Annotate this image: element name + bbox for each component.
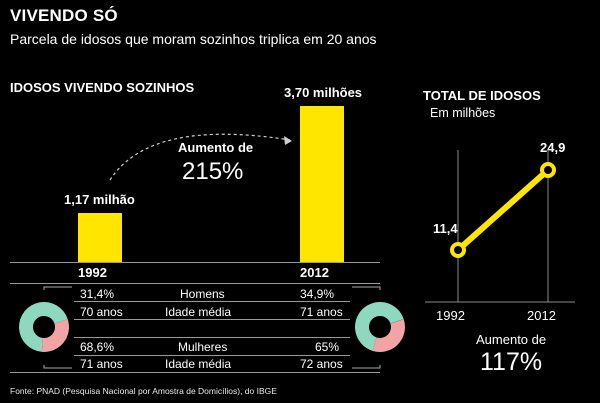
bar-annotation-value: 215% xyxy=(182,158,244,185)
mulheres-1992: 68,6% xyxy=(80,340,115,354)
line-chart-title: TOTAL DE IDOSOS xyxy=(423,88,541,103)
page-title: VIVENDO SÓ xyxy=(10,6,118,25)
donut-1992 xyxy=(19,302,69,353)
mulheres-2012: 65% xyxy=(315,340,340,354)
homens-label: Homens xyxy=(180,287,225,301)
idade-homens-1992: 70 anos xyxy=(80,305,123,319)
donut-slice-mulheres xyxy=(19,302,68,352)
bar-chart-title: IDOSOS VIVENDO SOZINHOS xyxy=(10,80,195,95)
table-rule-3 xyxy=(74,337,350,338)
bar-value-label-1992: 1,17 milhão xyxy=(64,192,135,207)
source-footer: Fonte: PNAD (Pesquisa Nacional por Amost… xyxy=(10,386,277,396)
line-annotation-label: Aumento de xyxy=(476,332,547,347)
table-rule-1 xyxy=(74,301,350,302)
increase-arrow-path xyxy=(109,133,291,181)
idade-mulheres-label: Idade média xyxy=(165,357,232,371)
baseline-rule xyxy=(10,262,380,263)
bar-annotation-label: Aumento de xyxy=(178,140,254,155)
idade-homens-2012: 71 anos xyxy=(300,305,343,319)
table-rule-4 xyxy=(74,355,350,356)
table-rule-2 xyxy=(74,319,350,320)
series-line xyxy=(456,167,550,253)
bracket-right xyxy=(352,286,381,369)
bar-1992 xyxy=(78,213,122,262)
line-value-label-2012: 24,9 xyxy=(540,140,566,155)
donut-slice-mulheres xyxy=(354,302,404,351)
homens-2012: 34,9% xyxy=(300,287,335,301)
donut-slice-homens xyxy=(372,319,405,352)
idade-mulheres-2012: 72 anos xyxy=(300,357,343,371)
donut-slice-homens xyxy=(41,319,69,353)
donut-2012 xyxy=(354,302,405,352)
line-annotation-value: 117% xyxy=(480,348,543,376)
bar-2012 xyxy=(300,106,344,262)
line-value-label-1992: 11,4 xyxy=(433,221,458,236)
bracket-left xyxy=(43,286,72,369)
idade-homens-label: Idade média xyxy=(165,305,232,319)
line-point-1992 xyxy=(450,242,466,258)
table-top-rule xyxy=(10,283,380,284)
increase-arrowhead-icon xyxy=(284,136,292,145)
line-year-2012: 2012 xyxy=(527,308,556,323)
line-point-2012 xyxy=(540,162,556,178)
line-year-1992: 1992 xyxy=(436,308,465,323)
page-subtitle: Parcela de idosos que moram sozinhos tri… xyxy=(10,31,377,47)
idade-mulheres-1992: 71 anos xyxy=(80,357,123,371)
bar-year-1992: 1992 xyxy=(78,265,107,280)
homens-1992: 31,4% xyxy=(80,287,115,301)
line-chart-ylabel: Em milhões xyxy=(430,106,496,120)
table-bottom-rule xyxy=(10,372,380,373)
bar-value-label-2012: 3,70 milhões xyxy=(284,85,363,100)
bar-year-2012: 2012 xyxy=(300,265,329,280)
mulheres-label: Mulheres xyxy=(178,340,228,354)
